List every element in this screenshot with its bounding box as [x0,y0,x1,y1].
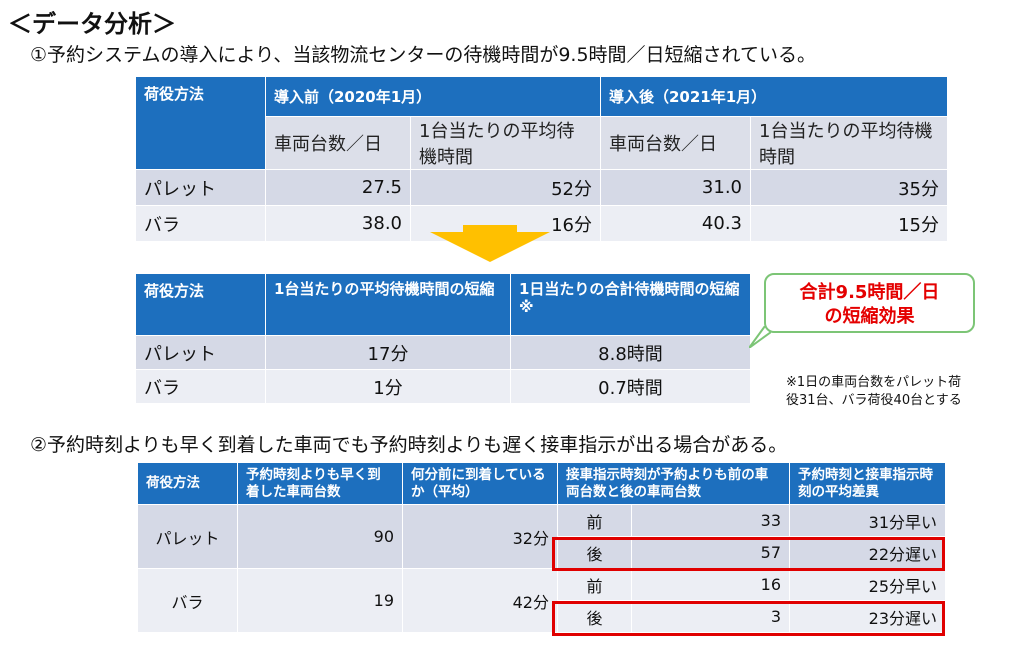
table1-value-cell: 40.3 [600,205,751,242]
page-heading: ＜データ分析＞ [8,10,176,38]
table3-n-cell: 33 [630,504,791,537]
table3-header: 荷役方法 [137,462,238,505]
summary-callout: 合計9.5時間／日 の短縮効果 [764,273,975,333]
callout-line2: の短縮効果 [824,306,915,327]
table2-method-cell: パレット [135,335,266,370]
table3-avg-cell: 32分 [402,504,558,569]
table3-diff-cell: 31分早い [789,504,947,537]
highlight-box [552,601,945,636]
table3-when-cell: 前 [557,568,632,601]
down-arrow-icon [430,232,550,262]
table-row: パレット 27.5 52分 31.0 35分 [135,169,948,206]
table3-n-cell: 3 [630,600,791,633]
table1-method-cell: バラ [135,205,266,242]
table3-diff-cell: 25分早い [789,568,947,601]
table-row: 後 57 22分遅い [138,536,947,569]
table-row: パレット 90 32分 前 33 31分早い [137,504,947,569]
table3-header: 接車指示時刻が予約よりも前の車両台数と後の車両台数 [556,462,791,505]
highlight-box [552,537,945,571]
table1-value-cell: 38.0 [265,205,411,242]
table3-when-cell: 後 [557,536,632,569]
table3-count-cell: 90 [237,504,403,569]
table2-method-cell: バラ [135,369,266,404]
table1-value-cell: 35分 [750,169,948,206]
before-after-table: 荷役方法 導入前（2020年1月） 導入後（2021年1月） 車両台数／日 1台… [135,76,948,242]
table-row: バラ 38.0 16分 40.3 15分 [135,205,948,242]
table2-total-header: 1日当たりの合計待機時間の短縮※ [510,273,751,336]
table2-value-cell: 1分 [265,369,511,404]
table2-avg-header: 1台当たりの平均待機時間の短縮 [265,273,511,336]
table3-n-cell: 57 [630,536,791,569]
early-arrival-table: 荷役方法 予約時刻よりも早く到着した車両台数 何分前に到着しているか（平均） 接… [137,462,947,633]
table3-n-cell: 16 [630,568,791,601]
table1-value-cell: 15分 [750,205,948,242]
footnote-line1: ※1日の車両台数をパレット荷 [786,375,962,390]
table-row: バラ 19 42分 前 16 25分早い [137,568,947,633]
down-arrow-stem [463,225,517,233]
table3-avg-cell: 42分 [402,568,558,633]
table1-method-cell: パレット [135,169,266,206]
table3-header: 何分前に到着しているか（平均） [402,462,558,505]
table1-subheader: 1台当たりの平均待機時間 [410,116,601,170]
section2-title: ②予約時刻よりも早く到着した車両でも予約時刻よりも遅く接車指示が出る場合がある。 [30,434,788,456]
table1-subheader: 1台当たりの平均待機時間 [750,116,948,170]
reduction-table: 荷役方法 1台当たりの平均待機時間の短縮 1日当たりの合計待機時間の短縮※ パレ… [135,273,751,404]
callout-line1: 合計9.5時間／日 [799,282,940,303]
table1-method-header: 荷役方法 [135,76,266,170]
footnote-line2: 役31台、バラ荷役40台とする [786,393,962,408]
table3-header: 予約時刻と接車指示時刻の平均差異 [789,462,947,505]
table-row: パレット 17分 8.8時間 [135,335,751,370]
table1-subheader: 車両台数／日 [600,116,751,170]
table2-value-cell: 0.7時間 [510,369,751,404]
table2-value-cell: 8.8時間 [510,335,751,370]
footnote: ※1日の車両台数をパレット荷 役31台、バラ荷役40台とする [786,374,962,410]
table2-value-cell: 17分 [265,335,511,370]
table1-subheader: 車両台数／日 [265,116,411,170]
table-row: バラ 1分 0.7時間 [135,369,751,404]
table3-count-cell: 19 [237,568,403,633]
section1-title: ①予約システムの導入により、当該物流センターの待機時間が9.5時間／日短縮されて… [30,44,816,66]
table3-when-cell: 前 [557,504,632,537]
table3-when-cell: 後 [557,600,632,633]
table1-before-header: 導入前（2020年1月） [265,76,601,117]
table3-method-cell: バラ [137,568,238,633]
table2-method-header: 荷役方法 [135,273,266,336]
table3-header: 予約時刻よりも早く到着した車両台数 [237,462,403,505]
table1-value-cell: 31.0 [600,169,751,206]
table1-value-cell: 27.5 [265,169,411,206]
table1-after-header: 導入後（2021年1月） [600,76,948,117]
table1-value-cell: 52分 [410,169,601,206]
table3-method-cell: パレット [137,504,238,569]
